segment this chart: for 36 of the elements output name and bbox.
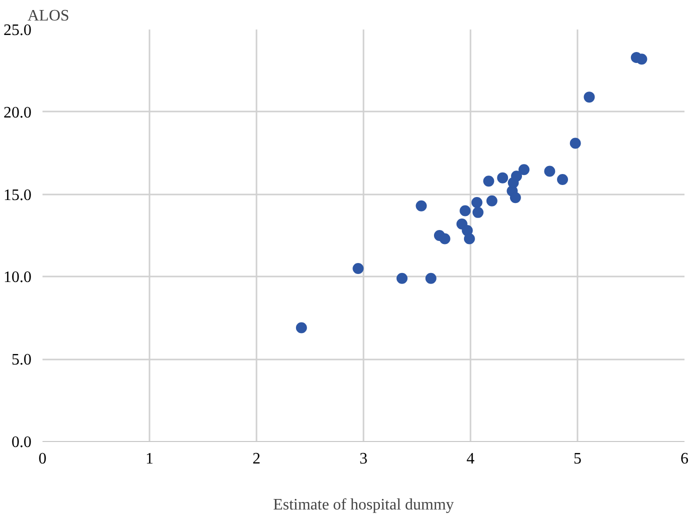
point xyxy=(464,233,475,244)
point xyxy=(510,192,521,204)
x-tick-label: 4 xyxy=(466,450,474,468)
point xyxy=(544,166,556,177)
point xyxy=(460,205,471,216)
x-tick-label: 0 xyxy=(38,450,46,468)
point xyxy=(497,172,508,184)
point xyxy=(636,54,648,65)
y-tick-label: 10.0 xyxy=(4,269,32,286)
point xyxy=(570,138,581,149)
point xyxy=(472,206,484,218)
y-tick-label: 25.0 xyxy=(4,22,32,39)
x-tick-label: 5 xyxy=(574,450,582,468)
point xyxy=(439,233,450,244)
point xyxy=(557,174,568,185)
y-tick-label: 15.0 xyxy=(4,186,32,204)
x-tick-label: 1 xyxy=(146,450,154,468)
point xyxy=(425,272,436,284)
x-tick-label: 2 xyxy=(252,450,260,468)
point xyxy=(486,195,498,206)
point xyxy=(296,322,307,334)
point xyxy=(483,176,494,187)
point xyxy=(518,164,530,176)
y-tick-label: 5.0 xyxy=(12,352,32,369)
y-axis-title: ALOS xyxy=(28,8,70,24)
x-tick-label: 3 xyxy=(360,450,368,468)
point xyxy=(584,92,595,103)
y-tick-label: 0.0 xyxy=(12,434,32,451)
x-tick-label: 6 xyxy=(680,450,688,468)
point xyxy=(352,262,364,274)
point xyxy=(471,197,482,208)
x-axis-title: Estimate of hospital dummy xyxy=(273,496,454,514)
point xyxy=(396,272,408,284)
point xyxy=(511,170,522,182)
point xyxy=(416,200,427,212)
y-tick-label: 20.0 xyxy=(4,104,32,122)
